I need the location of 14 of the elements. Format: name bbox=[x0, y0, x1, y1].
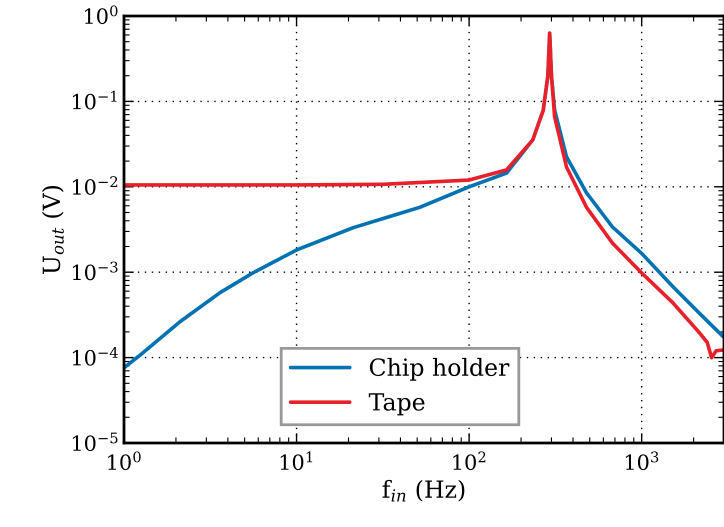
y-axis-title: U$_{out}$ (V) bbox=[42, 186, 64, 274]
x-tick-label: 10$^{3}$ bbox=[626, 451, 658, 470]
y-tick-label: 10$^{−2}$ bbox=[72, 176, 118, 195]
x-tick-label: 10$^{0}$ bbox=[108, 451, 141, 470]
y-tick-label: 10$^{−5}$ bbox=[72, 432, 118, 452]
y-tick-label: 10$^{−3}$ bbox=[72, 262, 118, 280]
y-tick-label: 10$^{−1}$ bbox=[72, 90, 117, 110]
legend-label: Tape bbox=[368, 393, 424, 416]
y-tick-label: 10$^{0}$ bbox=[85, 5, 118, 24]
x-axis-title: f$_{in}$ (Hz) bbox=[382, 480, 464, 502]
x-tick-label: 10$^{2}$ bbox=[453, 451, 486, 470]
x-tick-label: 10$^{1}$ bbox=[280, 451, 312, 470]
y-tick-label: 10$^{−4}$ bbox=[72, 346, 118, 366]
legend-label: Chip holder bbox=[370, 358, 510, 381]
